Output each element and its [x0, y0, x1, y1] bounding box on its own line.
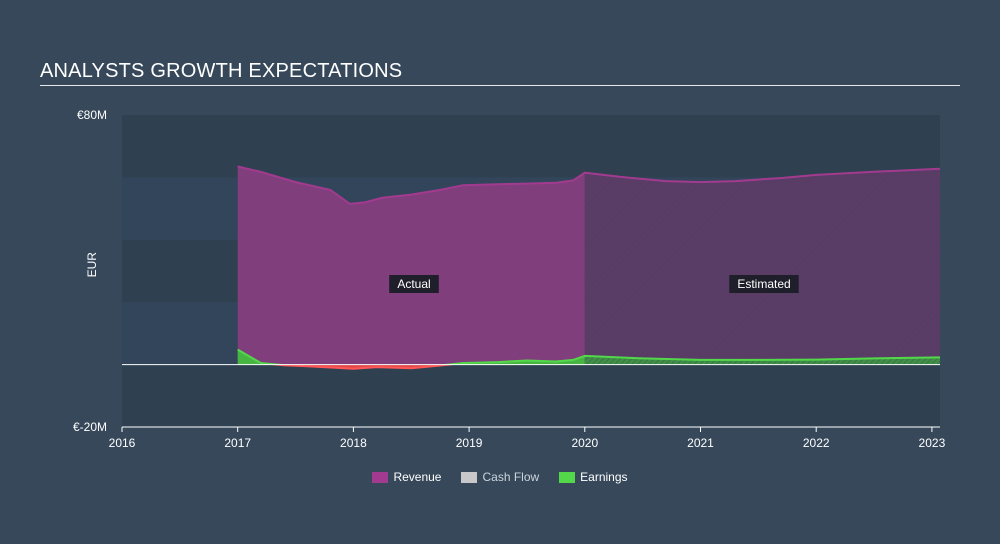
estimated-annotation: Estimated [729, 275, 799, 293]
x-tick-label: 2018 [340, 436, 367, 450]
x-tick-label: 2016 [109, 436, 136, 450]
chart-title: ANALYSTS GROWTH EXPECTATIONS [40, 60, 403, 82]
earnings-line [237, 348, 940, 365]
grid-band [122, 115, 940, 178]
revenue-line [237, 165, 940, 205]
actual-annotation-box [389, 275, 439, 293]
legend-label-cash-flow: Cash Flow [482, 470, 540, 484]
x-tick-label: 2023 [919, 436, 946, 450]
earnings-swatch [559, 471, 576, 483]
revenue-hatch-estimated [584, 168, 940, 365]
earnings-loss-line [267, 364, 458, 370]
revenue-area-actual [237, 166, 585, 365]
x-tick-label: 2020 [571, 436, 598, 450]
earnings-positive [237, 348, 940, 365]
x-tick-label: 2021 [687, 436, 714, 450]
legend: Revenue Cash Flow Earnings [0, 470, 1000, 484]
title-divider [40, 85, 960, 86]
estimated-annotation-box [729, 275, 799, 293]
x-tick-label: 2019 [456, 436, 483, 450]
legend-item-earnings[interactable]: Earnings [559, 470, 628, 484]
legend-item-cash-flow[interactable]: Cash Flow [461, 470, 539, 484]
legend-label-earnings: Earnings [580, 470, 628, 484]
y-tick-label-top: €80M [77, 108, 107, 122]
x-tick-label: 2017 [224, 436, 251, 450]
y-tick-label-bottom: €-20M [73, 420, 107, 434]
estimated-annotation-text: Estimated [737, 277, 790, 291]
actual-annotation-text: Actual [397, 277, 430, 291]
earnings-negative [267, 364, 458, 370]
y-axis-title: EUR [85, 252, 99, 278]
revenue-swatch [372, 471, 389, 483]
grid-band [122, 364, 940, 427]
legend-label-revenue: Revenue [393, 470, 442, 484]
cash-flow-swatch [461, 471, 478, 483]
earnings-area-actual [237, 349, 585, 365]
legend-item-revenue[interactable]: Revenue [372, 470, 441, 484]
actual-annotation: Actual [389, 275, 439, 293]
x-tick-label: 2022 [803, 436, 830, 450]
